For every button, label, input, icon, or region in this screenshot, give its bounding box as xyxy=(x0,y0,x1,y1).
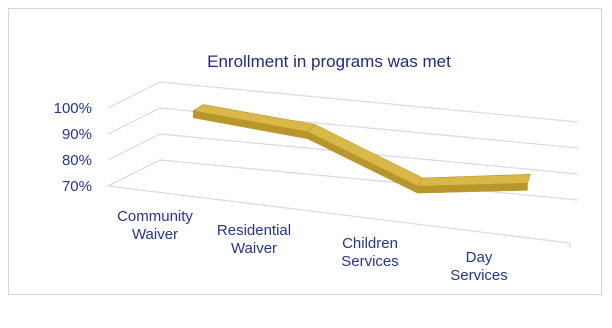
category-label: Children Services xyxy=(341,235,399,270)
series-ribbon xyxy=(192,104,531,194)
floor-front-edge xyxy=(107,185,571,244)
series-segment-face xyxy=(307,131,418,194)
series-segment-top xyxy=(307,124,424,187)
series-segment-face xyxy=(417,183,528,194)
chart-title: Enrollment in programs was met xyxy=(207,52,451,71)
category-label-line: Children xyxy=(342,235,398,252)
category-label-line: Residential xyxy=(217,222,291,239)
y-axis-ticks: 100% 90% 80% 70% xyxy=(54,100,92,195)
category-label-line: Services xyxy=(341,253,399,270)
category-label-line: Services xyxy=(450,267,508,284)
y-tick-label: 80% xyxy=(62,152,92,169)
category-label-line: Waiver xyxy=(132,226,178,243)
y-tick-label: 100% xyxy=(54,100,92,117)
category-label: Community Waiver xyxy=(117,208,193,243)
gridline-100 xyxy=(107,81,579,123)
y-tick-label: 90% xyxy=(62,126,92,143)
category-label-line: Waiver xyxy=(231,240,277,257)
y-tick-label: 70% xyxy=(62,178,92,195)
category-label: Residential Waiver xyxy=(217,222,291,257)
category-label-line: Day xyxy=(466,249,493,266)
gridline-80 xyxy=(107,133,579,175)
chart-frame xyxy=(8,8,602,295)
gridline-90 xyxy=(107,107,579,149)
category-label-line: Community xyxy=(117,208,193,225)
x-axis-categories: Community Waiver Residential Waiver Children… xyxy=(117,208,508,284)
category-label: Day Services xyxy=(450,249,508,284)
